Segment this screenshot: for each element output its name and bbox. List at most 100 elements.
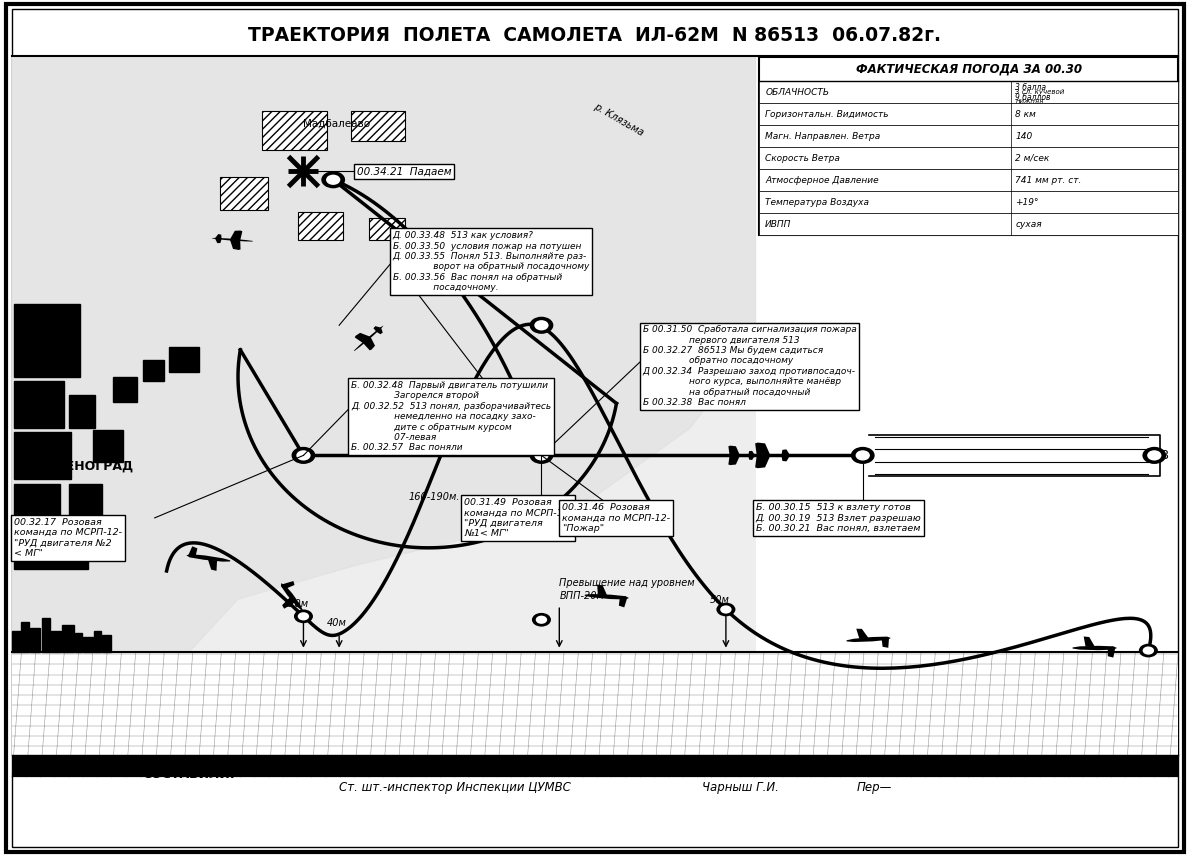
Text: ОБЛАЧНОСТЬ: ОБЛАЧНОСТЬ bbox=[765, 88, 829, 97]
Text: 00.31.46  Розовая
команда по МСРП-12-
"Пожар": 00.31.46 Розовая команда по МСРП-12- "По… bbox=[562, 503, 670, 533]
Polygon shape bbox=[619, 598, 627, 608]
Bar bbox=[12, 756, 1178, 777]
Circle shape bbox=[534, 450, 549, 461]
Bar bbox=[759, 81, 1178, 104]
Text: Пер—: Пер— bbox=[857, 781, 892, 794]
Text: Температура Воздуха: Температура Воздуха bbox=[765, 198, 869, 207]
Polygon shape bbox=[782, 449, 790, 461]
Polygon shape bbox=[1084, 637, 1095, 646]
Polygon shape bbox=[282, 581, 294, 588]
Polygon shape bbox=[740, 455, 795, 456]
Text: 9 баллов: 9 баллов bbox=[1015, 92, 1051, 102]
Text: 160-190м.: 160-190м. bbox=[408, 492, 461, 502]
Circle shape bbox=[851, 447, 875, 464]
Bar bbox=[351, 111, 405, 141]
Text: 3 сл. кучевой: 3 сл. кучевой bbox=[1015, 89, 1065, 95]
Circle shape bbox=[1147, 450, 1161, 461]
Bar bbox=[14, 432, 71, 479]
Text: Б. 00.30.15  513 к взлету готов
Д. 00.30.19  513 Взлет разрешаю
Б. 00.30.21  Вас: Б. 00.30.15 513 к взлету готов Д. 00.30.… bbox=[756, 503, 921, 533]
Bar bbox=[30, 628, 40, 652]
Text: 00.34.21  Падаем: 00.34.21 Падаем bbox=[357, 166, 452, 176]
Text: 3 балла: 3 балла bbox=[1015, 83, 1046, 92]
Text: Б. 00.32.48  Парвый двигатель потушили
               Загорелся второй
Д. 00.32.: Б. 00.32.48 Парвый двигатель потушили За… bbox=[351, 381, 551, 452]
Polygon shape bbox=[12, 56, 756, 663]
Bar bbox=[102, 635, 111, 652]
Polygon shape bbox=[377, 326, 383, 331]
Polygon shape bbox=[883, 637, 889, 639]
Circle shape bbox=[294, 609, 313, 623]
Bar bbox=[369, 218, 405, 240]
Polygon shape bbox=[281, 585, 286, 589]
Bar bbox=[14, 381, 64, 428]
Text: ТРАЕКТОРИЯ  ПОЛЕТА  САМОЛЕТА  ИЛ-62М  N 86513  06.07.82г.: ТРАЕКТОРИЯ ПОЛЕТА САМОЛЕТА ИЛ-62М N 8651… bbox=[249, 27, 941, 45]
Circle shape bbox=[1142, 447, 1166, 464]
Circle shape bbox=[1142, 646, 1154, 655]
Text: ФАКТИЧЕСКАЯ ПОГОДА ЗА 00.30: ФАКТИЧЕСКАЯ ПОГОДА ЗА 00.30 bbox=[856, 62, 1082, 76]
Text: 40м: 40м bbox=[327, 618, 346, 628]
Text: Начальник сектора ГОС НИИ ГА: Начальник сектора ГОС НИИ ГА bbox=[339, 764, 536, 777]
Text: сухая: сухая bbox=[1015, 220, 1042, 229]
Bar bbox=[759, 125, 1178, 147]
Bar bbox=[759, 147, 1178, 169]
Bar bbox=[169, 347, 199, 372]
Circle shape bbox=[298, 612, 309, 621]
Text: Чарныш Г.И.: Чарныш Г.И. bbox=[702, 781, 779, 794]
Text: 50м: 50м bbox=[710, 595, 729, 605]
Bar bbox=[143, 360, 164, 381]
Polygon shape bbox=[353, 325, 383, 351]
Text: 120м: 120м bbox=[282, 599, 308, 609]
Text: 8 км: 8 км bbox=[1015, 110, 1036, 119]
Text: Ст. шт.-инспектор Инспекции ЦУМВС: Ст. шт.-инспектор Инспекции ЦУМВС bbox=[339, 781, 571, 794]
Text: 2 м/сек: 2 м/сек bbox=[1015, 154, 1050, 163]
Text: Д. 00.33.48  513 как условия?
Б. 00.33.50  условия пожар на потушен
Д. 00.33.55 : Д. 00.33.48 513 как условия? Б. 00.33.50… bbox=[393, 231, 589, 292]
Polygon shape bbox=[215, 234, 221, 243]
Circle shape bbox=[534, 320, 549, 330]
Text: ЗЕЛЕНОГРАД: ЗЕЛЕНОГРАД bbox=[38, 460, 133, 473]
Polygon shape bbox=[187, 554, 231, 562]
Polygon shape bbox=[584, 594, 630, 599]
Polygon shape bbox=[212, 238, 252, 241]
Bar bbox=[14, 304, 80, 377]
Polygon shape bbox=[355, 333, 375, 350]
Polygon shape bbox=[374, 326, 383, 334]
Polygon shape bbox=[1108, 648, 1115, 657]
Text: 140: 140 bbox=[1015, 132, 1033, 141]
Text: Фон—: Фон— bbox=[857, 764, 894, 777]
Polygon shape bbox=[230, 230, 243, 250]
Bar bbox=[759, 104, 1178, 125]
Text: Б 00.31.50  Сработала сигнализация пожара
                первого двигателя 513
: Б 00.31.50 Сработала сигнализация пожара… bbox=[643, 325, 857, 407]
Text: Превышение над уровнем: Превышение над уровнем bbox=[559, 578, 695, 588]
Text: Атмосферное Давление: Атмосферное Давление bbox=[765, 175, 878, 185]
Text: Скорость Ветра: Скорость Ветра bbox=[765, 154, 840, 163]
Bar bbox=[759, 213, 1178, 235]
Bar bbox=[62, 625, 74, 652]
Polygon shape bbox=[756, 443, 770, 468]
Polygon shape bbox=[728, 446, 740, 465]
Circle shape bbox=[530, 447, 553, 464]
Bar bbox=[14, 484, 60, 526]
Bar bbox=[12, 631, 21, 652]
Bar bbox=[94, 631, 101, 652]
Polygon shape bbox=[282, 597, 294, 609]
Circle shape bbox=[321, 171, 345, 188]
Bar bbox=[75, 633, 82, 652]
Bar bbox=[69, 484, 102, 526]
Circle shape bbox=[536, 615, 547, 624]
Polygon shape bbox=[1109, 646, 1115, 650]
Text: СОСТАВИЛИ:: СОСТАВИЛИ: bbox=[143, 768, 236, 782]
Bar bbox=[51, 631, 61, 652]
Text: 00.31.49  Розовая
команда по МСРП-12-
"РУД двигателя
№1< МГ": 00.31.49 Розовая команда по МСРП-12- "РУ… bbox=[464, 498, 572, 538]
Bar bbox=[759, 57, 1178, 235]
Circle shape bbox=[716, 603, 735, 616]
Polygon shape bbox=[749, 451, 754, 460]
Polygon shape bbox=[208, 560, 217, 571]
Bar bbox=[298, 212, 343, 240]
Text: 8: 8 bbox=[1160, 449, 1169, 462]
Text: Мадбалеаво: Мадбалеаво bbox=[303, 119, 370, 129]
Bar bbox=[220, 177, 268, 210]
Circle shape bbox=[720, 605, 732, 614]
Bar bbox=[42, 618, 50, 652]
Text: Савыков Г.Д.: Савыков Г.Д. bbox=[702, 764, 782, 777]
Text: Магн. Направлен. Ветра: Магн. Направлен. Ветра bbox=[765, 132, 881, 141]
Text: 00.32.17  Розовая
команда по МСРП-12-
"РУД двигателя №2
< МГ": 00.32.17 Розовая команда по МСРП-12- "РУ… bbox=[14, 518, 123, 558]
